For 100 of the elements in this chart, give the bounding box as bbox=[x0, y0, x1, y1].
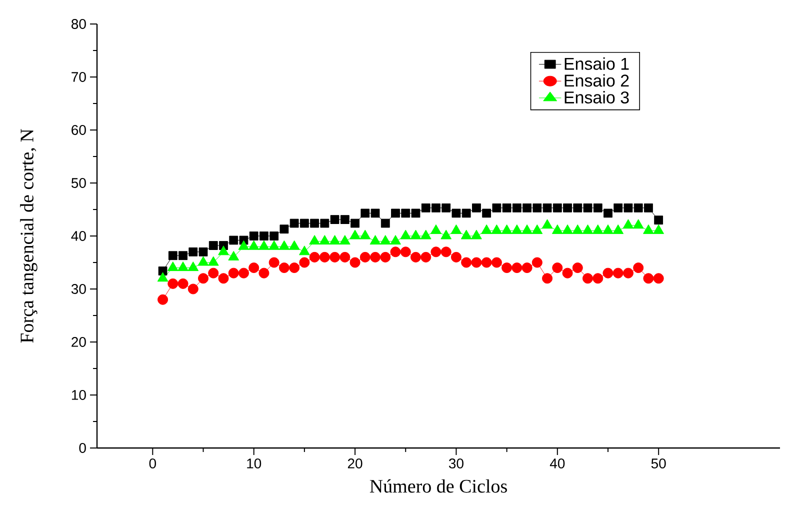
x-tick-label: 40 bbox=[550, 458, 565, 468]
point bbox=[330, 215, 340, 224]
point bbox=[573, 203, 582, 212]
point bbox=[654, 216, 664, 225]
point bbox=[592, 224, 604, 234]
point bbox=[634, 203, 643, 212]
point bbox=[350, 257, 360, 268]
y-tick-label: 60 bbox=[72, 125, 86, 135]
point bbox=[188, 284, 198, 294]
point bbox=[329, 235, 340, 245]
point bbox=[552, 262, 563, 274]
point bbox=[158, 266, 168, 276]
point bbox=[280, 224, 289, 234]
point bbox=[653, 273, 664, 284]
point bbox=[208, 256, 219, 266]
point bbox=[633, 262, 644, 274]
legend-label: Ensaio 2 bbox=[564, 74, 629, 87]
point bbox=[309, 252, 320, 262]
point bbox=[552, 224, 563, 234]
point bbox=[602, 268, 614, 278]
point bbox=[370, 235, 381, 245]
point bbox=[643, 273, 654, 284]
point bbox=[330, 252, 340, 262]
y-tick-label: 40 bbox=[71, 231, 86, 241]
point bbox=[299, 257, 310, 268]
point bbox=[624, 203, 633, 212]
point bbox=[472, 203, 481, 212]
point bbox=[268, 240, 280, 250]
point bbox=[208, 241, 218, 250]
point bbox=[380, 252, 391, 262]
point bbox=[168, 251, 178, 260]
legend-label: Ensaio 1 bbox=[564, 57, 629, 70]
point bbox=[410, 252, 421, 262]
point bbox=[602, 224, 614, 234]
point bbox=[401, 208, 410, 218]
point bbox=[390, 246, 401, 258]
point bbox=[420, 252, 432, 262]
point bbox=[360, 208, 370, 218]
point bbox=[512, 262, 522, 274]
point bbox=[593, 203, 602, 212]
y-tick-label: 10 bbox=[72, 390, 86, 400]
point bbox=[319, 252, 330, 262]
x-axis-title: Número de Ciclos bbox=[370, 479, 507, 493]
point bbox=[270, 232, 279, 240]
y-tick-label: 80 bbox=[72, 19, 86, 29]
point bbox=[300, 218, 309, 228]
point bbox=[612, 268, 624, 278]
point bbox=[622, 268, 634, 278]
point bbox=[572, 262, 583, 274]
point bbox=[450, 252, 462, 262]
point bbox=[198, 273, 208, 284]
point bbox=[258, 240, 270, 250]
point bbox=[532, 203, 542, 212]
point bbox=[562, 224, 573, 234]
point bbox=[582, 273, 594, 284]
point bbox=[491, 224, 502, 234]
point bbox=[572, 224, 584, 234]
point bbox=[320, 218, 330, 228]
y-tick-label: 20 bbox=[72, 337, 86, 347]
x-tick-label: 0 bbox=[149, 458, 156, 468]
point bbox=[522, 203, 532, 212]
y-tick-label: 0 bbox=[79, 443, 86, 453]
point bbox=[168, 278, 178, 289]
point bbox=[532, 257, 542, 268]
point bbox=[178, 278, 188, 289]
point bbox=[542, 203, 552, 212]
point bbox=[522, 224, 532, 234]
point bbox=[238, 268, 249, 278]
point bbox=[278, 240, 290, 250]
point bbox=[643, 224, 654, 234]
point bbox=[248, 240, 260, 250]
point bbox=[583, 203, 592, 212]
point bbox=[288, 240, 300, 250]
point bbox=[188, 262, 199, 272]
point bbox=[644, 203, 653, 212]
point bbox=[340, 215, 350, 224]
point bbox=[511, 224, 522, 234]
point bbox=[198, 256, 209, 266]
point bbox=[542, 219, 553, 229]
point bbox=[380, 235, 391, 245]
point bbox=[450, 224, 462, 234]
point bbox=[502, 203, 512, 212]
point bbox=[360, 230, 371, 240]
point bbox=[218, 273, 229, 284]
point bbox=[339, 235, 350, 245]
point bbox=[440, 246, 452, 258]
point bbox=[411, 208, 420, 218]
point bbox=[290, 218, 299, 228]
point bbox=[653, 224, 664, 234]
point bbox=[350, 230, 360, 240]
point bbox=[248, 262, 260, 274]
point bbox=[430, 246, 442, 258]
point bbox=[492, 203, 502, 212]
x-tick-label: 10 bbox=[247, 458, 262, 468]
point bbox=[400, 246, 411, 258]
point bbox=[208, 268, 219, 278]
point bbox=[391, 208, 400, 218]
legend-label: Ensaio 3 bbox=[564, 91, 629, 104]
point bbox=[460, 230, 472, 240]
point bbox=[158, 294, 168, 305]
